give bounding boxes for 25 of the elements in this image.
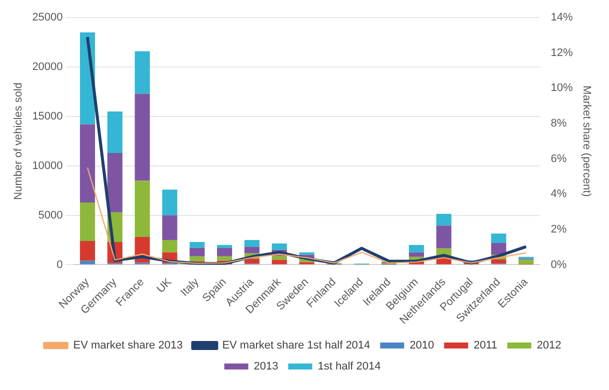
y-tick-label: 15000 — [32, 110, 63, 122]
y2-tick-label: 10% — [550, 82, 574, 94]
y-tick-label: 20000 — [32, 61, 63, 74]
legend-label: 1st half 2014 — [318, 360, 381, 373]
y2-tick-label: 4% — [550, 188, 567, 200]
legend-label: 2012 — [536, 340, 562, 352]
y2-tick-label: 14% — [550, 12, 574, 24]
y2-tick-label: 6% — [550, 152, 567, 165]
y2-tick-label: 12% — [550, 46, 574, 59]
y-tick-label: 25000 — [32, 12, 63, 24]
y2-tick-label: 8% — [550, 118, 567, 130]
legend-label: 2011 — [474, 340, 498, 352]
legend-label: EV market share 2013 — [73, 340, 183, 352]
legend-label: 2013 — [254, 360, 278, 373]
legend-label: EV market share 1st half 2014 — [222, 340, 370, 352]
y2-tick-label: 0% — [550, 258, 567, 271]
x-tick-label: Italy — [178, 276, 202, 299]
x-tick-label: UK — [154, 276, 174, 296]
y-tick-label: 10000 — [32, 160, 63, 172]
legend-label: 2010 — [410, 340, 434, 352]
y2-axis-title: Market share (percent) — [580, 86, 592, 197]
y-axis-title: Number of vehicles sold — [12, 82, 25, 200]
y-tick-label: 0 — [56, 258, 63, 271]
y-tick-label: 5000 — [38, 209, 63, 222]
y2-tick-label: 2% — [550, 223, 567, 236]
